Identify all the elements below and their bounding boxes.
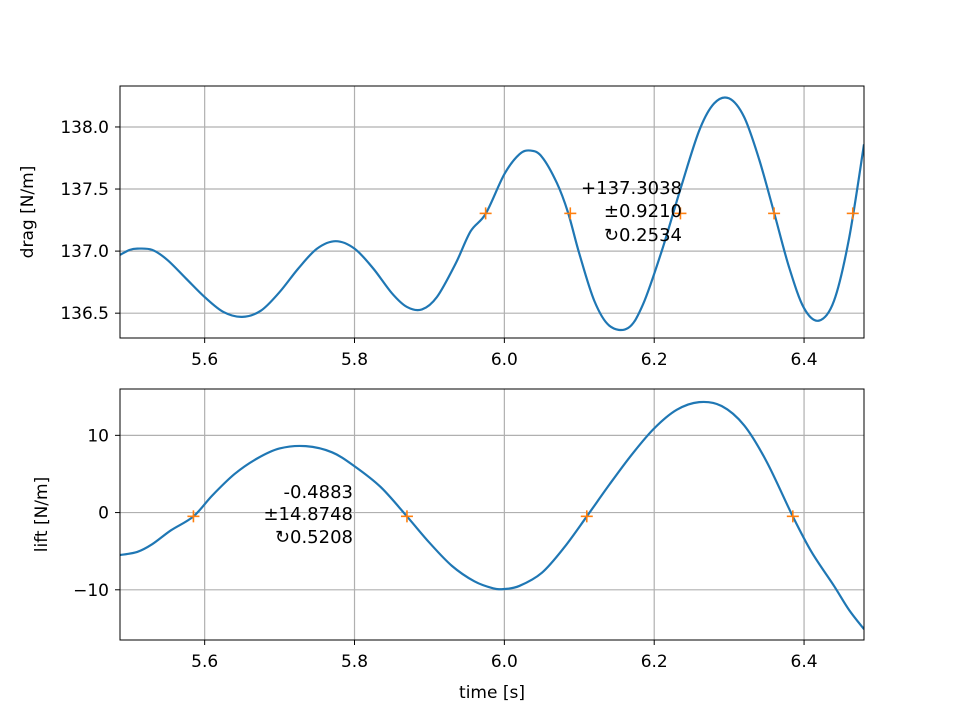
lift-grid [120, 389, 864, 640]
drag-series-line [120, 96, 864, 332]
drag-crossing-marker [479, 207, 492, 220]
lift-x-tick-label: 5.6 [191, 652, 218, 672]
drag-y-tick-label: 137.5 [60, 180, 109, 200]
drag-crossing-marker [564, 207, 577, 220]
lift-crossing-marker [187, 510, 200, 523]
drag-y-tick-label: 138.0 [60, 118, 109, 138]
lift-y-axis-label: lift [N/m] [32, 477, 52, 552]
lift-x-tick-label: 6.4 [791, 652, 818, 672]
lift-x-tick-label: 6.2 [641, 652, 668, 672]
drag-y-tick-label: 136.5 [60, 304, 109, 324]
lift-x-ticks: 5.6 5.8 6.0 6.2 6.4 [191, 640, 818, 672]
drag-x-tick-label: 6.4 [791, 350, 818, 370]
drag-crossing-marker [846, 207, 859, 220]
drag-x-tick-label: 5.8 [341, 350, 368, 370]
drag-crossing-marker [674, 207, 687, 220]
lift-annotation-amplitude: ±14.8748 [263, 504, 353, 525]
lift-plot-area [120, 400, 864, 630]
lift-axes-frame [119, 388, 865, 641]
time-x-axis-label: time [s] [459, 683, 525, 703]
drag-crossing-marker [768, 207, 781, 220]
drag-grid [120, 86, 864, 338]
lift-axes: 5.6 5.8 6.0 6.2 6.4 −10 0 10 lift [N/m] time [… [32, 388, 865, 703]
drag-axes-frame [119, 85, 865, 339]
lift-y-tick-label: 0 [98, 504, 109, 524]
lift-annotation-mean: -0.4883 [284, 482, 353, 503]
drag-y-ticks: 136.5 137.0 137.5 138.0 [60, 118, 120, 324]
lift-series-line [120, 400, 864, 630]
lift-annotation-period: ↻0.5208 [275, 527, 353, 548]
lift-y-ticks: −10 0 10 [73, 426, 120, 601]
drag-annotation-amplitude: ±0.9210 [604, 201, 682, 222]
drag-annotation-period: ↻0.2534 [604, 225, 682, 246]
drag-plot-area [120, 96, 864, 332]
drag-y-axis-label: drag [N/m] [18, 166, 38, 259]
lift-crossing-marker [400, 510, 413, 523]
lift-x-tick-label: 5.8 [341, 652, 368, 672]
drag-x-ticks: 5.6 5.8 6.0 6.2 6.4 [191, 338, 818, 370]
drag-y-tick-label: 137.0 [60, 242, 109, 262]
lift-y-tick-label: 10 [87, 426, 109, 446]
drag-x-tick-label: 5.6 [191, 350, 218, 370]
drag-annotation-mean: +137.3038 [581, 178, 682, 199]
lift-x-tick-label: 6.0 [491, 652, 518, 672]
lift-crossing-marker [580, 510, 593, 523]
drag-x-tick-label: 6.0 [491, 350, 518, 370]
lift-y-tick-label: −10 [73, 581, 109, 601]
drag-axes: 5.6 5.8 6.0 6.2 6.4 136.5 137.0 137.5 138.0 dra… [18, 85, 865, 370]
lift-crossing-marker [786, 510, 799, 523]
drag-x-tick-label: 6.2 [641, 350, 668, 370]
